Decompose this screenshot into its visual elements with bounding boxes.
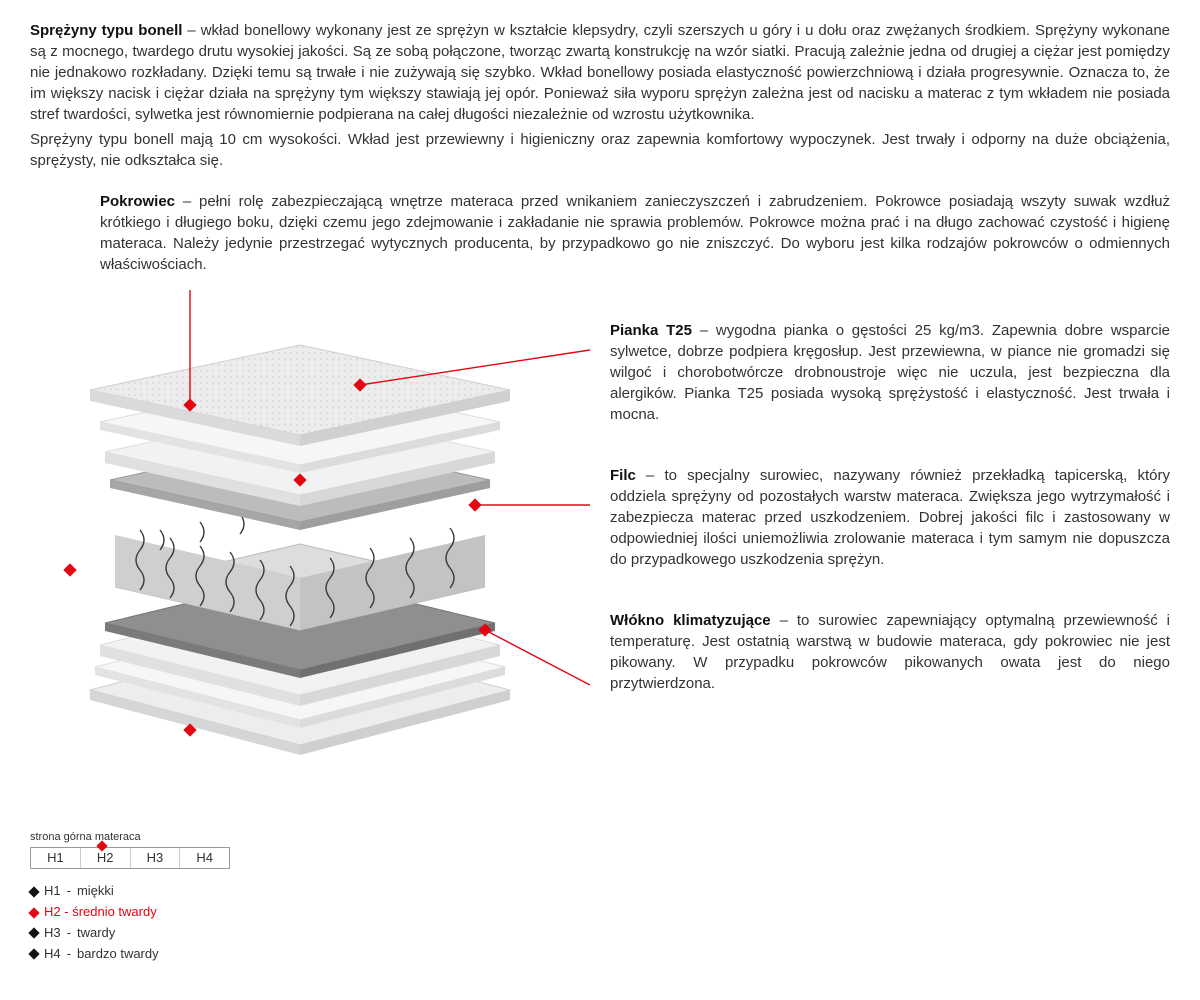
hardness-code: H3 <box>44 923 61 944</box>
callout-heading: Filc <box>610 467 636 484</box>
hardness-label: twardy <box>77 923 115 944</box>
scale-cell: H2 <box>81 848 131 868</box>
callout-text: – wygodna pianka o gęstości 25 kg/m3. Za… <box>610 322 1170 423</box>
legend-scale: H1 H2 H3 H4 <box>30 847 230 869</box>
mattress-exploded-diagram <box>30 290 590 790</box>
intro-paragraph-1: Sprężyny typu bonell – wkład bonellowy w… <box>30 20 1170 125</box>
callout-heading: Pianka T25 <box>610 322 692 339</box>
scale-cell: H3 <box>131 848 181 868</box>
hardness-legend: strona górna materaca H1 H2 H3 H4 H1 - m… <box>30 830 1170 965</box>
hardness-item: H2 - średnio twardy <box>30 902 1170 923</box>
legend-title: strona górna materaca <box>30 830 1170 845</box>
hardness-label: bardzo twardy <box>77 944 159 965</box>
intro-text-1: – wkład bonellowy wykonany jest ze spręż… <box>30 22 1170 123</box>
diamond-icon <box>28 886 39 897</box>
scale-cell: H1 <box>31 848 81 868</box>
callout-text: – to specjalny surowiec, nazywany równie… <box>610 467 1170 568</box>
hardness-code: H1 <box>44 881 61 902</box>
diagram-row: Pianka T25 – wygodna pianka o gęstości 2… <box>30 290 1170 790</box>
callout-filc: Filc – to specjalny surowiec, nazywany r… <box>610 465 1170 570</box>
hardness-label: miękki <box>77 881 114 902</box>
diamond-icon <box>28 928 39 939</box>
hardness-item: H4 - bardzo twardy <box>30 944 1170 965</box>
hardness-code: H2 <box>44 904 61 919</box>
callouts-column: Pianka T25 – wygodna pianka o gęstości 2… <box>610 290 1170 790</box>
diagram-svg <box>30 290 590 790</box>
pokrowiec-section: Pokrowiec – pełni rolę zabezpieczającą w… <box>30 191 1170 275</box>
intro-heading: Sprężyny typu bonell <box>30 22 182 39</box>
diamond-icon <box>28 907 39 918</box>
hardness-item: H1 - miękki <box>30 881 1170 902</box>
intro-paragraph-2: Sprężyny typu bonell mają 10 cm wysokośc… <box>30 129 1170 171</box>
pokrowiec-text: – pełni rolę zabezpieczającą wnętrze mat… <box>100 193 1170 273</box>
scale-cell: H4 <box>180 848 229 868</box>
callout-heading: Włókno klimatyzujące <box>610 612 771 629</box>
hardness-list: H1 - miękki H2 - średnio twardy H3 - twa… <box>30 881 1170 964</box>
callout-wlokno: Włókno klimatyzujące – to surowiec zapew… <box>610 610 1170 694</box>
callout-pianka: Pianka T25 – wygodna pianka o gęstości 2… <box>610 320 1170 425</box>
pokrowiec-heading: Pokrowiec <box>100 193 175 210</box>
hardness-label: średnio twardy <box>72 904 157 919</box>
hardness-item: H3 - twardy <box>30 923 1170 944</box>
diamond-icon <box>28 949 39 960</box>
hardness-code: H4 <box>44 944 61 965</box>
